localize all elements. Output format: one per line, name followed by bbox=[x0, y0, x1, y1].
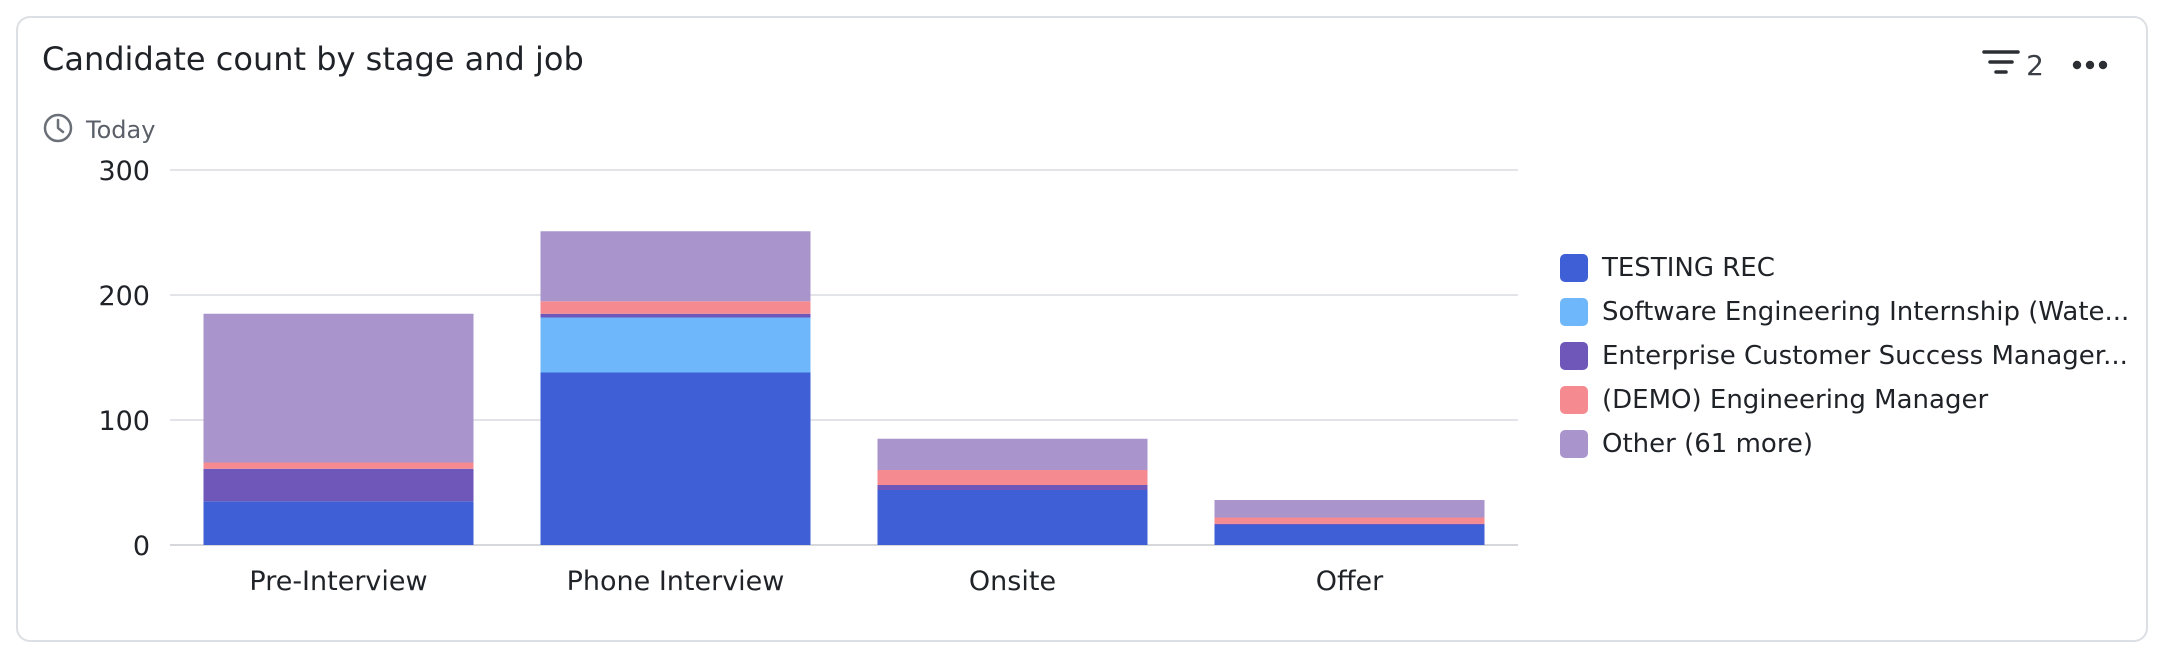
card-actions: 2 bbox=[1982, 48, 2108, 82]
time-range-label: Today bbox=[86, 116, 156, 144]
bar-segment[interactable] bbox=[203, 468, 474, 502]
bar-segment[interactable] bbox=[1214, 523, 1485, 525]
legend-label: Other (61 more) bbox=[1602, 429, 1814, 459]
y-tick-label: 100 bbox=[98, 406, 150, 437]
legend-swatch bbox=[1560, 430, 1588, 458]
more-horizontal-icon bbox=[2072, 56, 2108, 75]
bar-segment[interactable] bbox=[1214, 525, 1485, 545]
bar-segment[interactable] bbox=[877, 438, 1148, 470]
x-tick-label: Phone Interview bbox=[567, 566, 785, 597]
bar-segment[interactable] bbox=[877, 485, 1148, 490]
legend-label: Enterprise Customer Success Manager... bbox=[1602, 341, 2128, 371]
bar-segment[interactable] bbox=[1214, 500, 1485, 518]
legend-item[interactable]: Software Engineering Internship (Wate... bbox=[1560, 290, 2129, 334]
legend-item[interactable]: (DEMO) Engineering Manager bbox=[1560, 378, 2129, 422]
bar-segment[interactable] bbox=[203, 462, 474, 469]
legend-label: Software Engineering Internship (Wate... bbox=[1602, 297, 2130, 327]
bar-segment[interactable] bbox=[203, 501, 474, 545]
bar-segment[interactable] bbox=[1214, 517, 1485, 524]
x-tick-label: Onsite bbox=[969, 566, 1056, 597]
chart-legend: TESTING REC Software Engineering Internsh… bbox=[1560, 246, 2129, 466]
x-tick-label: Pre-Interview bbox=[249, 566, 427, 597]
legend-label: TESTING REC bbox=[1602, 253, 1775, 283]
filter-icon bbox=[1982, 48, 2020, 82]
filter-count: 2 bbox=[2026, 48, 2044, 82]
bar-segment[interactable] bbox=[540, 317, 811, 373]
bar-segment[interactable] bbox=[540, 231, 811, 302]
legend-swatch bbox=[1560, 342, 1588, 370]
filter-button[interactable]: 2 bbox=[1982, 48, 2044, 82]
legend-swatch bbox=[1560, 254, 1588, 282]
x-tick-label: Offer bbox=[1316, 566, 1384, 597]
legend-label: (DEMO) Engineering Manager bbox=[1602, 385, 1989, 415]
clock-icon bbox=[42, 112, 74, 148]
chart-title: Candidate count by stage and job bbox=[42, 40, 584, 78]
y-tick-label: 300 bbox=[98, 156, 150, 187]
bar-segment[interactable] bbox=[540, 301, 811, 314]
bar-segment[interactable] bbox=[540, 372, 811, 546]
time-range: Today bbox=[42, 110, 155, 150]
bar-segment[interactable] bbox=[877, 470, 1148, 485]
y-tick-label: 200 bbox=[98, 281, 150, 312]
legend-item[interactable]: Enterprise Customer Success Manager... bbox=[1560, 334, 2129, 378]
legend-swatch bbox=[1560, 386, 1588, 414]
more-options-button[interactable] bbox=[2072, 56, 2108, 75]
bar-segment[interactable] bbox=[540, 313, 811, 318]
legend-item[interactable]: Other (61 more) bbox=[1560, 422, 2129, 466]
bar-segment[interactable] bbox=[877, 490, 1148, 545]
legend-item[interactable]: TESTING REC bbox=[1560, 246, 2129, 290]
bar-segment[interactable] bbox=[203, 313, 474, 463]
y-tick-label: 0 bbox=[133, 531, 150, 562]
legend-swatch bbox=[1560, 298, 1588, 326]
